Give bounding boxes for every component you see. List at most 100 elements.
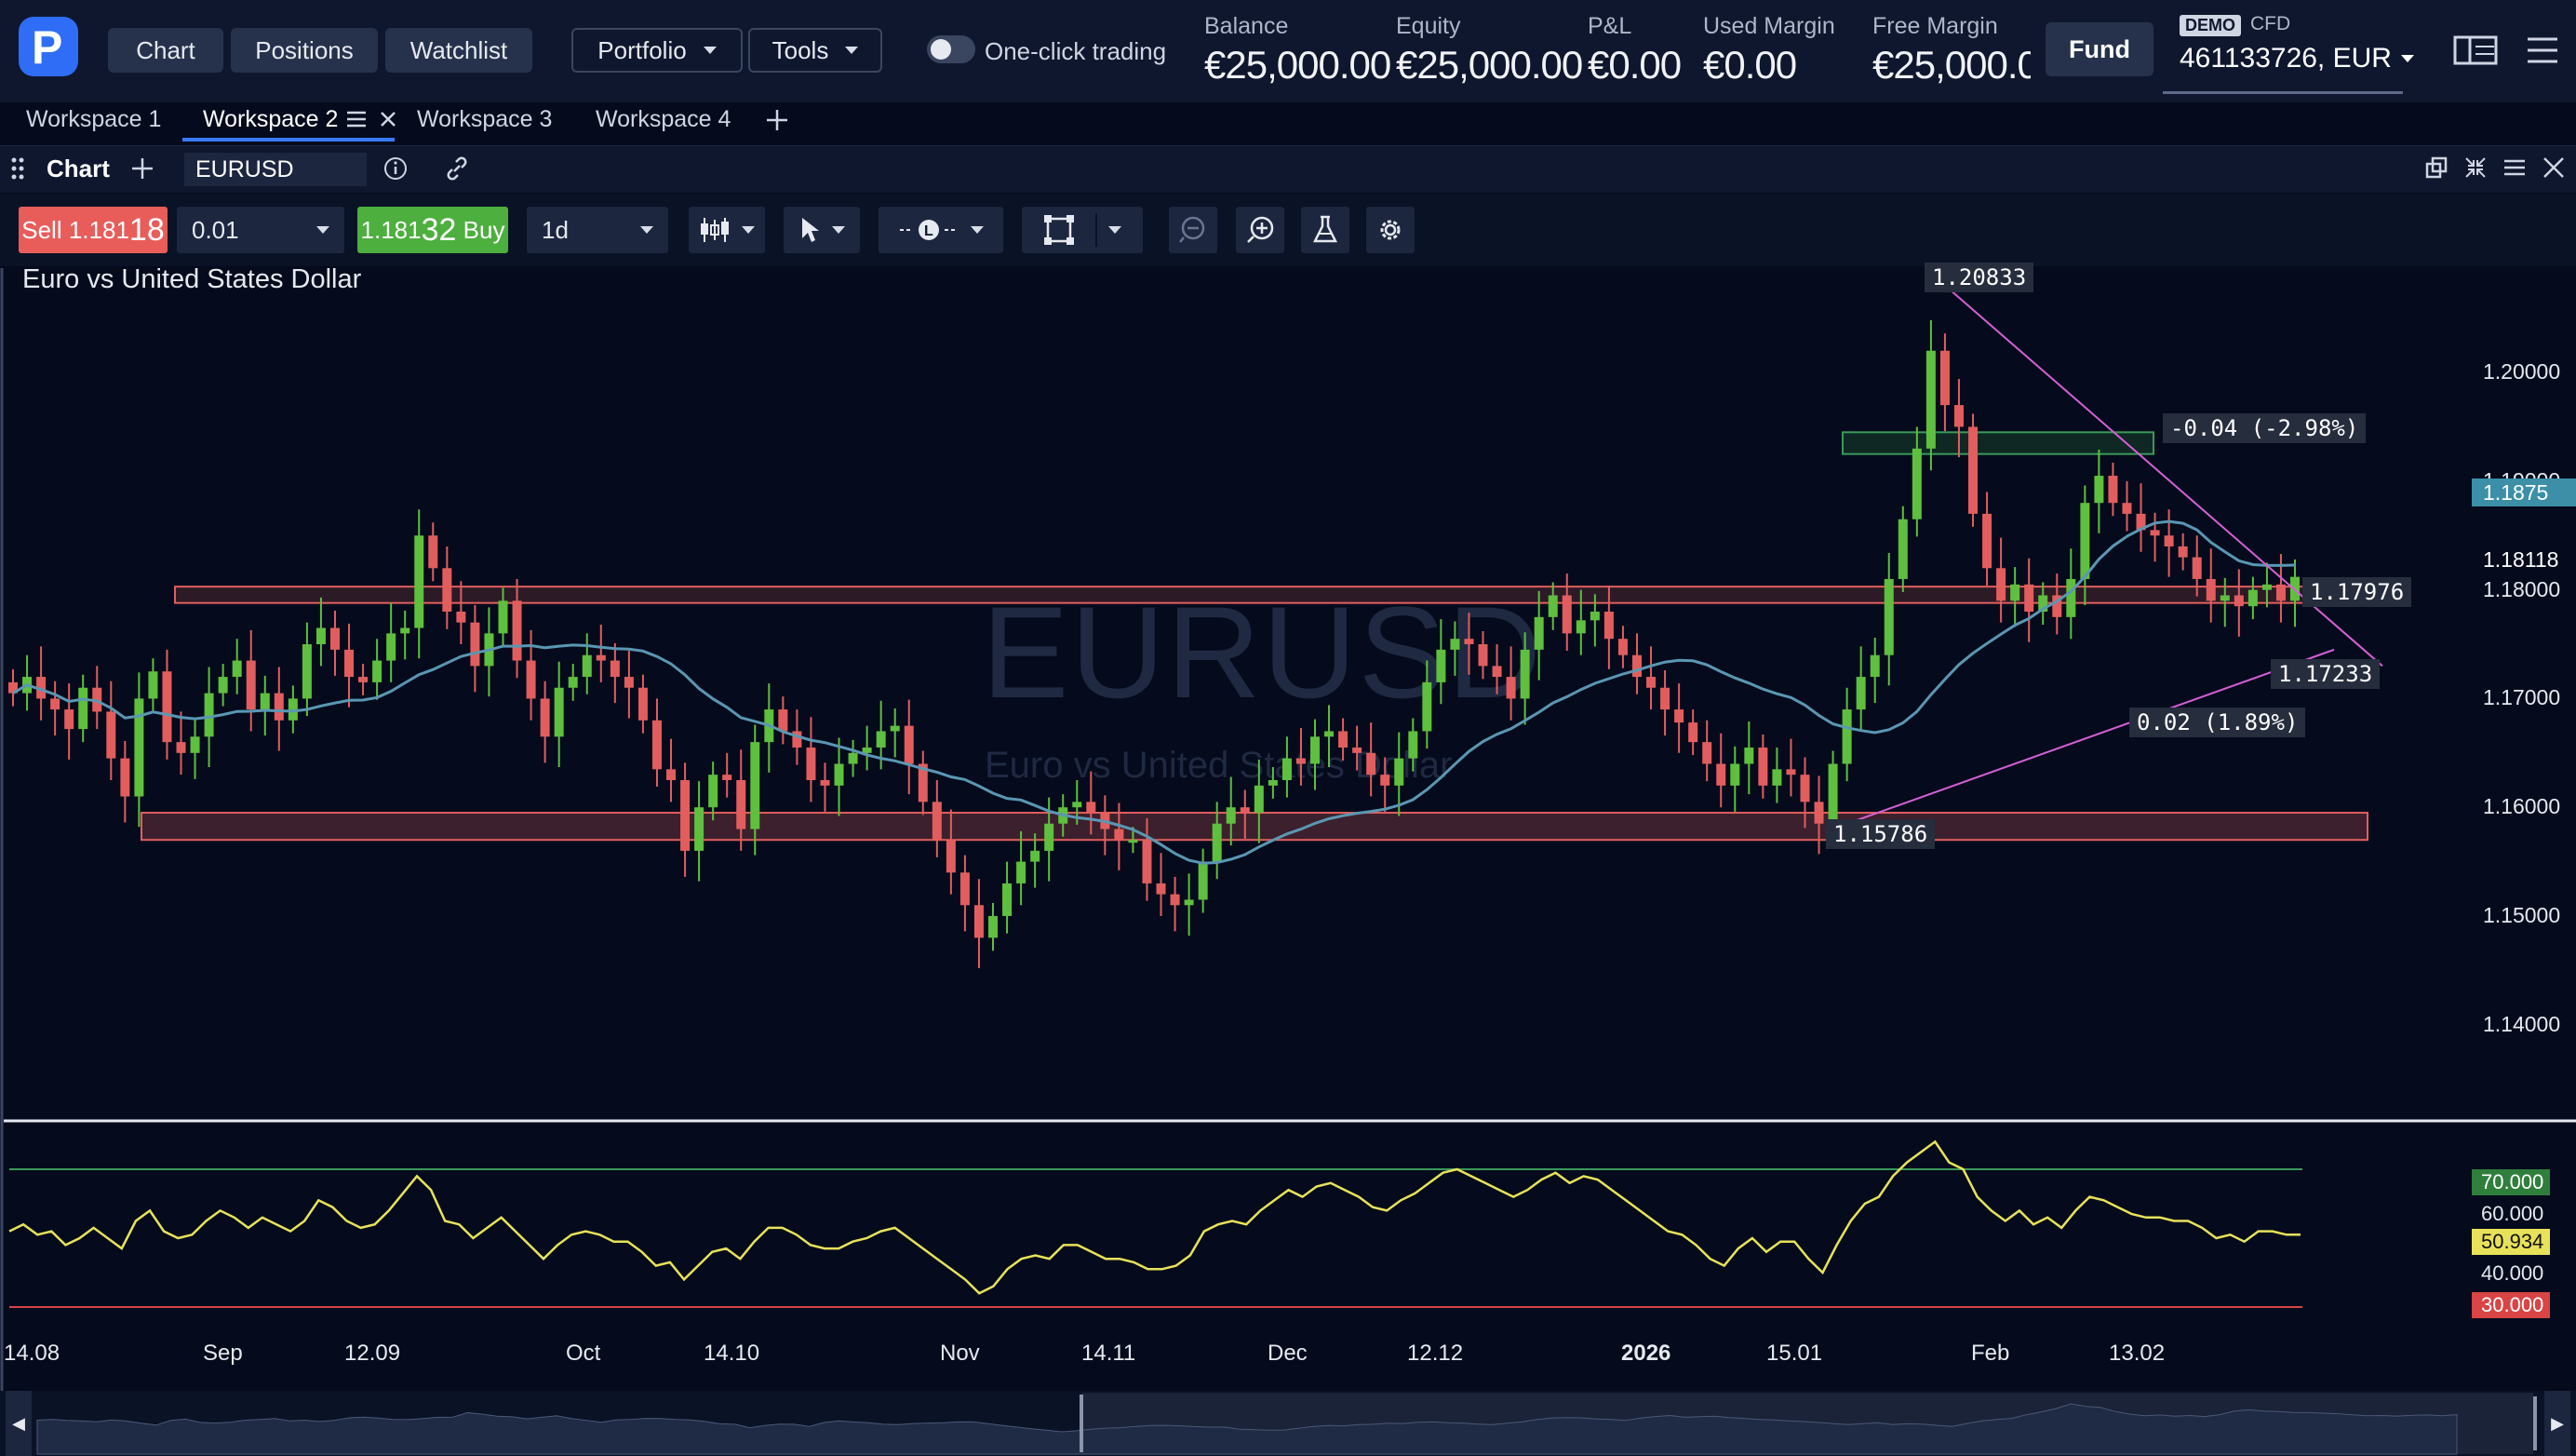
zoom-out-button[interactable] (1169, 207, 1217, 253)
candle-body (2108, 476, 2118, 504)
candle-body (862, 747, 872, 753)
candle-body (1240, 807, 1250, 814)
navigator-handle-right[interactable] (2533, 1396, 2537, 1450)
add-workspace-icon[interactable] (765, 108, 789, 132)
symbol-input[interactable] (184, 153, 367, 186)
tab-workspace-2[interactable]: Workspace 2 (203, 106, 339, 132)
gear-icon (1380, 220, 1401, 240)
cursor-tool-button[interactable] (784, 207, 860, 253)
candle-body (2164, 535, 2174, 546)
watchlist-button[interactable]: Watchlist (385, 28, 532, 73)
free-margin-label: Free Margin (1872, 13, 1998, 39)
candle-body (288, 698, 298, 721)
time-tick-label: 14.11 (1081, 1341, 1136, 1366)
sell-button[interactable]: Sell 1.181 18 (19, 207, 168, 253)
zoom-in-button[interactable] (1236, 207, 1284, 253)
pnl-label: P&L (1588, 13, 1632, 39)
link-icon[interactable] (445, 156, 469, 181)
price-chart[interactable] (0, 268, 2576, 1391)
add-chart-icon[interactable] (130, 156, 154, 181)
sell-label: Sell (21, 215, 62, 244)
tab-menu-icon[interactable] (346, 110, 367, 128)
candle-body (1576, 620, 1586, 634)
candle-body (568, 677, 578, 688)
chart-type-button[interactable] (689, 207, 765, 253)
fund-button[interactable]: Fund (2046, 22, 2153, 76)
positions-button[interactable]: Positions (231, 28, 378, 73)
candle-body (806, 747, 816, 781)
tab-workspace-4[interactable]: Workspace 4 (596, 106, 731, 132)
chart-title: Euro vs United States Dollar (22, 264, 362, 294)
panel-menu-icon[interactable] (2503, 158, 2526, 177)
time-tick-label: Feb (1971, 1341, 2010, 1366)
candle-body (1478, 644, 1488, 667)
candle-body (1295, 758, 1306, 764)
candle-body (708, 775, 718, 808)
tab-workspace-3[interactable]: Workspace 3 (417, 106, 553, 132)
candle-body (498, 600, 508, 634)
chart-button[interactable]: Chart (108, 28, 223, 73)
layout-icon[interactable] (2453, 34, 2500, 67)
candle-body (1170, 894, 1180, 906)
measure-up-tag: 0.02 (1.89%) (2129, 708, 2306, 737)
scroll-left-button[interactable]: ◀ (6, 1391, 32, 1456)
scroll-right-button[interactable]: ▶ (2544, 1391, 2570, 1456)
candle-body (8, 681, 18, 694)
candle-body (50, 698, 60, 710)
tab-workspace-1[interactable]: Workspace 1 (26, 106, 162, 132)
buy-button[interactable]: 1.181 32 Buy (357, 207, 508, 253)
account-selector[interactable]: 461133726, EUR (2180, 43, 2414, 74)
candle-body (1184, 899, 1194, 906)
chart-button-label: Chart (136, 35, 195, 64)
close-panel-icon[interactable] (2542, 156, 2565, 179)
indicators-button[interactable] (1301, 207, 1349, 253)
buy-price-pips: 32 (421, 211, 457, 248)
close-tab-icon[interactable] (380, 111, 396, 128)
candle-body (344, 649, 355, 678)
time-tick-label: 12.09 (344, 1341, 401, 1366)
fund-button-label: Fund (2069, 34, 2130, 63)
candle-body (750, 742, 760, 829)
time-tick-label: 14.10 (704, 1341, 760, 1366)
portfolio-dropdown[interactable]: Portfolio (571, 28, 743, 73)
collapse-icon[interactable] (2464, 156, 2487, 179)
candle-body (1506, 677, 1516, 699)
navigator-sparkline (36, 1393, 2533, 1455)
settings-button[interactable] (1366, 207, 1415, 253)
time-tick-label: 13.02 (2109, 1341, 2166, 1366)
candle-body (1002, 883, 1013, 916)
one-click-trading-toggle[interactable] (927, 35, 975, 63)
candle-body (932, 802, 942, 841)
low-price-tag: 1.15786 (1826, 819, 1936, 849)
candle-body (1114, 829, 1124, 841)
candle-body (624, 677, 634, 688)
time-tick-label: Nov (940, 1341, 980, 1366)
candle-body (2247, 589, 2258, 607)
quantity-select[interactable]: 0.01 (177, 207, 344, 253)
active-tab-indicator (182, 138, 395, 142)
price-tick-label: 1.16000 (2483, 794, 2561, 819)
candle-body (1436, 649, 1446, 682)
drag-handle-icon[interactable] (11, 156, 24, 181)
shape-tool-button[interactable] (1022, 207, 1143, 253)
timeframe-select[interactable]: 1d (527, 207, 668, 253)
candle-body (1380, 775, 1390, 786)
candle-body (1884, 578, 1894, 655)
line-tool-button[interactable]: L (879, 207, 1003, 253)
hamburger-menu-icon[interactable] (2526, 34, 2559, 67)
candle-body (1044, 823, 1054, 851)
price-tick-label: 1.14000 (2483, 1011, 2561, 1036)
chevron-down-icon (2400, 55, 2414, 62)
cursor-icon (802, 218, 819, 242)
tools-dropdown-label: Tools (771, 35, 829, 64)
line-style-icon: L (900, 220, 958, 240)
app-logo[interactable]: P (19, 17, 78, 76)
candle-body (680, 780, 691, 851)
chevron-down-icon (640, 226, 653, 234)
info-icon[interactable] (383, 156, 408, 181)
rsi-level-40: 40.000 (2481, 1261, 2544, 1285)
used-margin-value: €0.00 (1703, 43, 1797, 87)
popout-icon[interactable] (2425, 156, 2448, 179)
tools-dropdown[interactable]: Tools (748, 28, 882, 73)
candle-body (204, 693, 214, 737)
